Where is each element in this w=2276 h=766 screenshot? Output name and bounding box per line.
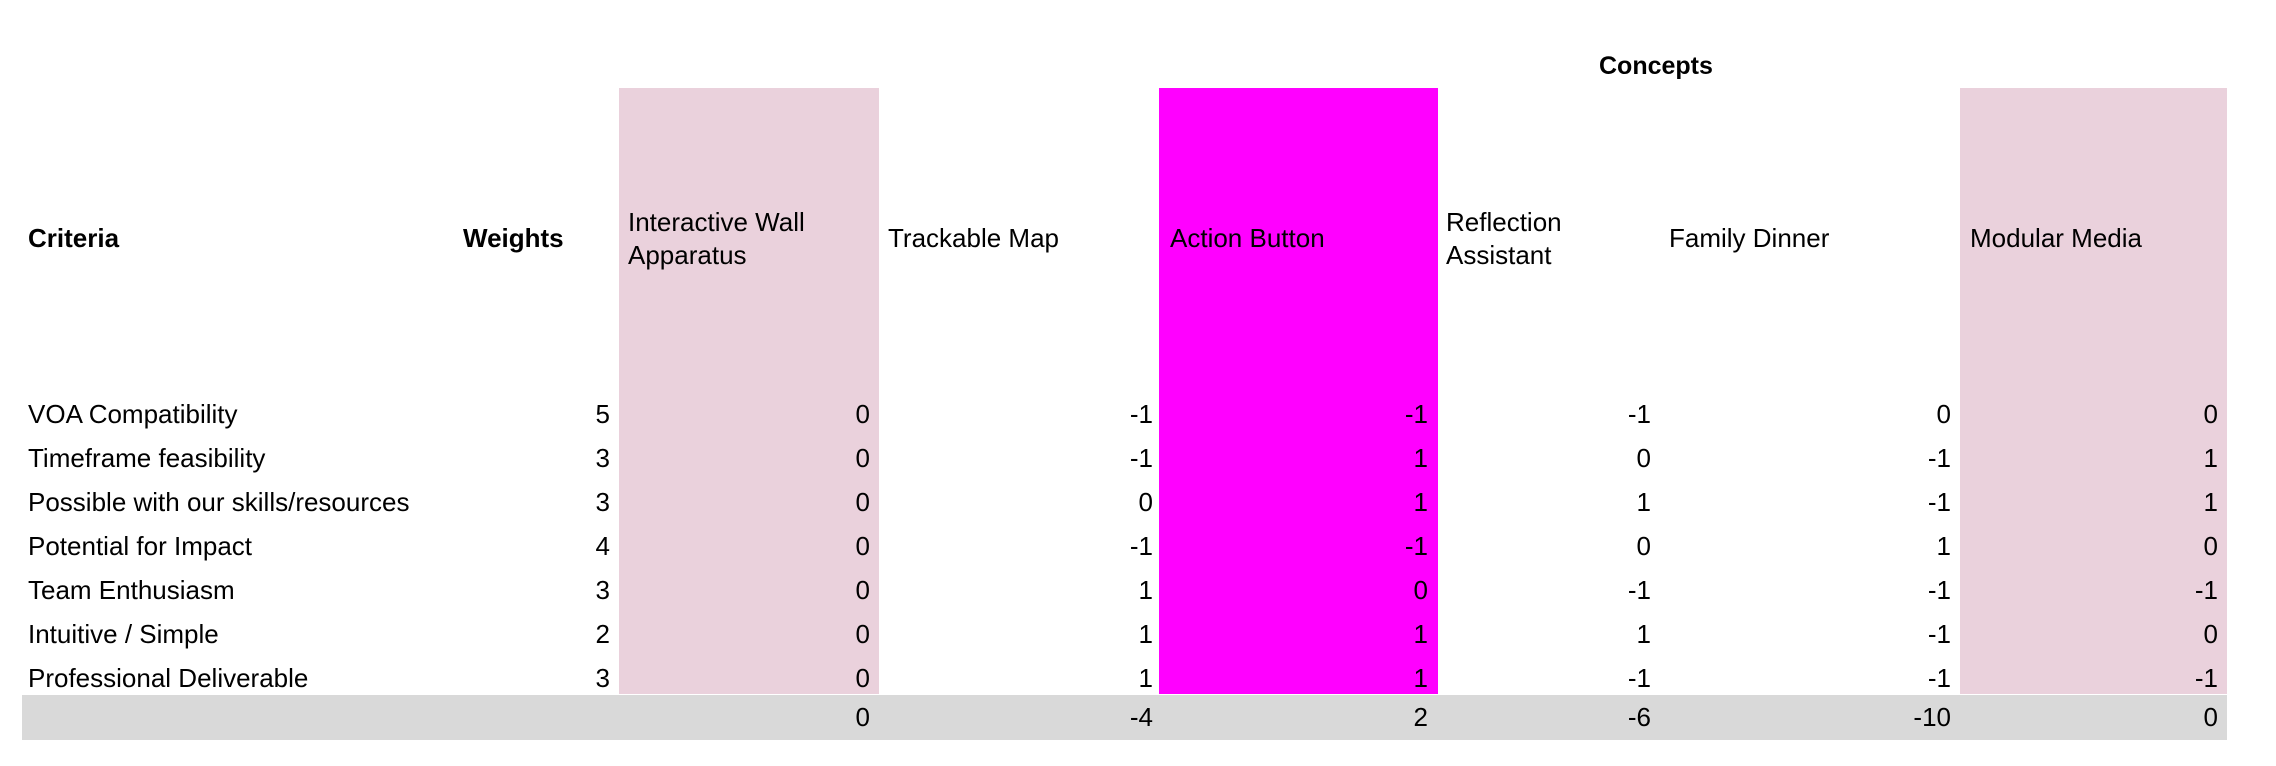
- score-cell-family-dinner[interactable]: 1: [1936, 531, 1951, 561]
- score-cell-modular-media[interactable]: 0: [2203, 531, 2218, 561]
- criterion-cell[interactable]: Team Enthusiasm: [28, 575, 235, 605]
- weight-cell[interactable]: 5: [595, 399, 610, 429]
- score-cell-trackable-map[interactable]: 1: [1138, 575, 1153, 605]
- score-cell-interactive-wall[interactable]: 0: [855, 399, 870, 429]
- score-cell-action-button[interactable]: 1: [1413, 443, 1428, 473]
- score-cell-reflection-assistant[interactable]: 0: [1636, 531, 1651, 561]
- concept-header-line1: Family Dinner: [1669, 223, 1830, 253]
- criterion-cell[interactable]: VOA Compatibility: [28, 399, 238, 429]
- weight-cell[interactable]: 3: [595, 487, 610, 517]
- weight-cell[interactable]: 3: [595, 443, 610, 473]
- concept-column-highlight-interactive-wall: [619, 88, 879, 694]
- concept-column-highlight-action-button: [1159, 88, 1438, 694]
- score-cell-modular-media[interactable]: 0: [2203, 399, 2218, 429]
- criterion-cell[interactable]: Intuitive / Simple: [28, 619, 219, 649]
- score-cell-reflection-assistant[interactable]: 1: [1636, 619, 1651, 649]
- criterion-cell[interactable]: Timeframe feasibility: [28, 443, 266, 473]
- concepts-group-header[interactable]: Concepts: [1599, 52, 1713, 80]
- score-cell-trackable-map[interactable]: 1: [1138, 663, 1153, 693]
- score-cell-action-button[interactable]: -1: [1404, 399, 1428, 429]
- weight-cell[interactable]: 4: [595, 531, 610, 561]
- concept-header-line1: Modular Media: [1970, 223, 2142, 253]
- score-cell-family-dinner[interactable]: -1: [1927, 575, 1951, 605]
- score-cell-reflection-assistant[interactable]: -1: [1627, 399, 1651, 429]
- criteria-row: Professional Deliverable 3 0 1 1 -1 -1 -…: [0, 656, 2276, 700]
- criterion-cell[interactable]: Professional Deliverable: [28, 663, 309, 693]
- total-cell-modular-media[interactable]: 0: [2203, 702, 2218, 732]
- score-cell-reflection-assistant[interactable]: 0: [1636, 443, 1651, 473]
- score-cell-reflection-assistant[interactable]: -1: [1627, 575, 1651, 605]
- score-cell-trackable-map[interactable]: 0: [1138, 487, 1153, 517]
- concept-header-family-dinner[interactable]: Family Dinner: [1669, 222, 1829, 255]
- total-cell-reflection-assistant[interactable]: -6: [1627, 702, 1651, 732]
- concept-header-reflection-assistant[interactable]: Reflection Assistant: [1446, 206, 1562, 272]
- totals-row-background: [22, 695, 2227, 740]
- score-cell-action-button[interactable]: -1: [1404, 531, 1428, 561]
- concept-column-highlight-modular-media: [1960, 88, 2227, 694]
- score-cell-trackable-map[interactable]: -1: [1129, 399, 1153, 429]
- score-cell-interactive-wall[interactable]: 0: [855, 443, 870, 473]
- concept-header-line1: Interactive Wall: [628, 207, 805, 237]
- score-cell-interactive-wall[interactable]: 0: [855, 575, 870, 605]
- weight-cell[interactable]: 2: [595, 619, 610, 649]
- total-cell-family-dinner[interactable]: -10: [1913, 702, 1951, 732]
- score-cell-reflection-assistant[interactable]: 1: [1636, 487, 1651, 517]
- score-cell-action-button[interactable]: 1: [1413, 487, 1428, 517]
- score-cell-family-dinner[interactable]: 0: [1936, 399, 1951, 429]
- criteria-header[interactable]: Criteria: [28, 223, 120, 253]
- score-cell-interactive-wall[interactable]: 0: [855, 531, 870, 561]
- criteria-row: Potential for Impact 4 0 -1 -1 0 1 0: [0, 524, 2276, 568]
- score-cell-modular-media[interactable]: 0: [2203, 619, 2218, 649]
- score-cell-modular-media[interactable]: -1: [2194, 575, 2218, 605]
- score-cell-action-button[interactable]: 0: [1413, 575, 1428, 605]
- concept-header-interactive-wall[interactable]: Interactive Wall Apparatus: [628, 206, 805, 272]
- weights-header[interactable]: Weights: [463, 223, 564, 253]
- criteria-row: Team Enthusiasm 3 0 1 0 -1 -1 -1: [0, 568, 2276, 612]
- score-cell-trackable-map[interactable]: 1: [1138, 619, 1153, 649]
- total-cell-trackable-map[interactable]: -4: [1129, 702, 1153, 732]
- criteria-row: Timeframe feasibility 3 0 -1 1 0 -1 1: [0, 436, 2276, 480]
- score-cell-trackable-map[interactable]: -1: [1129, 531, 1153, 561]
- weight-cell[interactable]: 3: [595, 575, 610, 605]
- concept-header-action-button[interactable]: Action Button: [1170, 222, 1325, 255]
- score-cell-modular-media[interactable]: -1: [2194, 663, 2218, 693]
- score-cell-family-dinner[interactable]: -1: [1927, 443, 1951, 473]
- totals-row: 0 -4 2 -6 -10 0: [0, 695, 2276, 739]
- score-cell-modular-media[interactable]: 1: [2203, 487, 2218, 517]
- score-cell-family-dinner[interactable]: -1: [1927, 663, 1951, 693]
- concept-header-line1: Trackable Map: [888, 223, 1059, 253]
- score-cell-family-dinner[interactable]: -1: [1927, 619, 1951, 649]
- score-cell-family-dinner[interactable]: -1: [1927, 487, 1951, 517]
- total-cell-interactive-wall[interactable]: 0: [855, 702, 870, 732]
- criteria-row: VOA Compatibility 5 0 -1 -1 -1 0 0: [0, 392, 2276, 436]
- concept-header-line2: Apparatus: [628, 240, 747, 270]
- concept-header-line1: Reflection: [1446, 207, 1562, 237]
- concept-header-trackable-map[interactable]: Trackable Map: [888, 222, 1059, 255]
- criteria-row: Possible with our skills/resources 3 0 0…: [0, 480, 2276, 524]
- score-cell-interactive-wall[interactable]: 0: [855, 619, 870, 649]
- score-cell-trackable-map[interactable]: -1: [1129, 443, 1153, 473]
- criterion-cell[interactable]: Possible with our skills/resources: [28, 487, 410, 517]
- score-cell-reflection-assistant[interactable]: -1: [1627, 663, 1651, 693]
- score-cell-modular-media[interactable]: 1: [2203, 443, 2218, 473]
- total-cell-action-button[interactable]: 2: [1413, 702, 1428, 732]
- concept-header-line2: Assistant: [1446, 240, 1552, 270]
- criterion-cell[interactable]: Potential for Impact: [28, 531, 252, 561]
- concept-header-modular-media[interactable]: Modular Media: [1970, 222, 2142, 255]
- score-cell-interactive-wall[interactable]: 0: [855, 487, 870, 517]
- score-cell-action-button[interactable]: 1: [1413, 619, 1428, 649]
- weight-cell[interactable]: 3: [595, 663, 610, 693]
- criteria-row: Intuitive / Simple 2 0 1 1 1 -1 0: [0, 612, 2276, 656]
- score-cell-interactive-wall[interactable]: 0: [855, 663, 870, 693]
- score-cell-action-button[interactable]: 1: [1413, 663, 1428, 693]
- concept-header-line1: Action Button: [1170, 223, 1325, 253]
